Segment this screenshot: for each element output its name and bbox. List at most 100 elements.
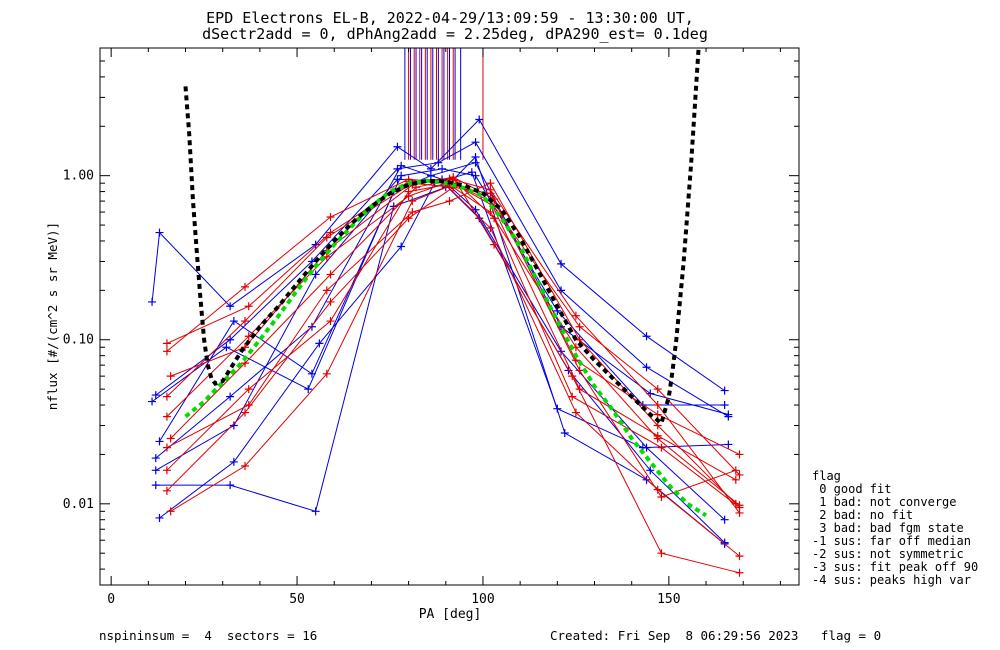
red-sweep-point	[486, 208, 495, 217]
blue-sweep-point	[229, 457, 238, 466]
blue-sweep-point	[151, 466, 160, 475]
red-sweep-point	[653, 401, 662, 410]
red-sweep-point	[162, 486, 171, 495]
blue-sweep-point	[151, 454, 160, 463]
blue-sweep-line	[159, 168, 725, 442]
red-sweep-line	[166, 182, 737, 505]
plot-frame	[99, 47, 800, 586]
red-sweep-point	[404, 187, 413, 196]
blue-sweep-point	[467, 168, 476, 177]
red-sweep-line	[170, 182, 740, 574]
blue-sweep-point	[307, 257, 316, 266]
blue-sweep-point	[389, 202, 398, 211]
blue-sweep-point	[642, 475, 651, 484]
blue-sweep-point	[720, 401, 729, 410]
y-axis-label: nflux [#/(cm^2 s sr MeV)]	[45, 222, 60, 410]
flag-legend-item: 0 good fit	[812, 482, 892, 496]
red-sweep-point	[653, 485, 662, 494]
red-sweep-point	[575, 322, 584, 331]
red-sweep-point	[568, 392, 577, 401]
y-tick-label: 0.01	[63, 497, 94, 512]
blue-sweep-point	[560, 429, 569, 438]
flag-legend-item: 2 bad: no fit	[812, 508, 914, 522]
red-sweep-point	[408, 208, 417, 217]
blue-sweep-point	[553, 404, 562, 413]
red-sweep-point	[162, 392, 171, 401]
chart-title: EPD Electrons EL-B, 2022-04-29/13:09:59 …	[206, 9, 694, 27]
green-fit-curve	[184, 178, 708, 518]
blue-sweep-point	[438, 164, 447, 173]
blue-sweep-point	[471, 158, 480, 167]
red-sweep-line	[170, 176, 736, 498]
red-sweep-point	[571, 311, 580, 320]
blue-sweep-point	[304, 385, 313, 394]
red-sweep-point	[162, 339, 171, 348]
red-sweep-line	[166, 178, 740, 514]
flag-legend-item: -4 sus: peaks high var	[812, 573, 971, 587]
red-sweep-point	[731, 466, 740, 475]
blue-sweep-point	[311, 240, 320, 249]
red-sweep-point	[445, 197, 454, 206]
blue-sweep-point	[229, 317, 238, 326]
red-sweep-point	[162, 412, 171, 421]
y-tick-label: 1.00	[63, 169, 94, 184]
blue-sweep-point	[557, 347, 566, 356]
red-sweep-point	[241, 462, 250, 470]
blue-sweep-point	[155, 228, 164, 237]
red-sweep-point	[326, 228, 335, 237]
blue-sweep-point	[151, 391, 160, 400]
red-sweep-point	[244, 385, 253, 394]
red-sweep-point	[571, 408, 580, 417]
blue-sweep-point	[724, 410, 733, 419]
red-sweep-point	[486, 223, 495, 232]
red-sweep-point	[735, 568, 744, 577]
blue-sweep-point	[151, 481, 160, 490]
red-sweep-point	[244, 302, 253, 311]
x-tick-label: 150	[657, 592, 680, 607]
flag-legend-item: -3 sus: fit peak off 90	[812, 560, 979, 574]
blue-sweep-point	[720, 515, 729, 524]
x-axis-label: PA [deg]	[419, 607, 482, 622]
red-sweep-point	[735, 501, 744, 510]
flag-legend-item: 1 bad: not converge	[812, 495, 957, 509]
red-sweep-point	[326, 270, 335, 279]
red-sweep-point	[735, 508, 744, 517]
red-sweep-point	[568, 372, 577, 381]
x-tick-label: 100	[471, 592, 494, 607]
red-sweep-point	[653, 421, 662, 430]
blue-sweep-point	[642, 443, 651, 452]
red-sweep-point	[657, 493, 666, 502]
blue-sweep-point	[397, 242, 406, 251]
blue-sweep-point	[229, 421, 238, 430]
red-sweep-point	[162, 466, 171, 475]
red-sweep-point	[326, 212, 335, 221]
flag-legend-item: -2 sus: not symmetric	[812, 547, 964, 561]
red-sweep-point	[653, 434, 662, 443]
blue-sweep-point	[311, 507, 320, 516]
red-sweep-point	[326, 297, 335, 306]
red-sweep-point	[731, 475, 740, 484]
flag-legend-title: flag	[812, 469, 841, 483]
blue-sweep-point	[475, 115, 484, 124]
red-sweep-point	[735, 470, 744, 479]
blue-sweep-point	[155, 437, 164, 446]
red-sweep-point	[653, 410, 662, 419]
red-sweep-point	[735, 552, 744, 561]
red-sweep-point	[322, 233, 331, 242]
x-tick-label: 0	[107, 592, 115, 607]
red-sweep-point	[166, 507, 175, 516]
red-sweep-point	[490, 240, 499, 249]
blue-sweep-line	[151, 118, 725, 392]
chart-subtitle: dSectr2add = 0, dPhAng2add = 2.25deg, dP…	[202, 25, 708, 43]
footer-spin-info: nspininsum = 4 sectors = 16	[99, 628, 318, 643]
blue-sweep-point	[642, 363, 651, 372]
footer-created-info: Created: Fri Sep 8 06:29:56 2023 flag = …	[550, 628, 882, 643]
blue-sweep-point	[307, 322, 316, 331]
red-sweep-point	[404, 214, 413, 223]
blue-sweep-point	[315, 339, 324, 348]
red-sweep-point	[657, 443, 666, 452]
blue-sweep-point	[393, 175, 402, 184]
red-sweep-line	[166, 181, 737, 481]
red-sweep-point	[166, 372, 175, 381]
